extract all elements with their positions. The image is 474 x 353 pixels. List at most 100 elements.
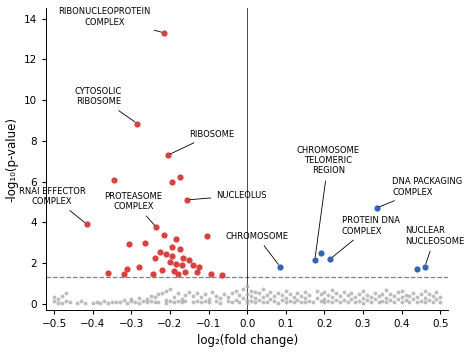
Point — [317, 291, 324, 297]
X-axis label: log₂(fold change): log₂(fold change) — [197, 334, 298, 347]
Point — [176, 175, 183, 180]
Point — [336, 293, 344, 299]
Point — [50, 299, 58, 304]
Point — [429, 293, 437, 299]
Point — [317, 299, 324, 304]
Point — [120, 297, 128, 303]
Point — [417, 291, 425, 297]
Point — [255, 297, 263, 303]
Point — [220, 291, 228, 297]
Point — [278, 292, 286, 298]
Point — [433, 297, 440, 302]
Point — [135, 300, 143, 306]
Point — [151, 294, 158, 300]
Point — [209, 289, 216, 294]
Point — [332, 297, 340, 303]
Point — [164, 152, 172, 158]
Text: PROTEIN DNA
COMPLEX: PROTEIN DNA COMPLEX — [332, 216, 400, 257]
Point — [124, 300, 131, 306]
Point — [189, 293, 197, 299]
Point — [301, 289, 309, 294]
Point — [305, 292, 313, 298]
Point — [274, 300, 282, 306]
Point — [321, 289, 328, 295]
Point — [170, 299, 178, 305]
Point — [201, 291, 209, 297]
Point — [421, 288, 428, 293]
Point — [321, 299, 328, 305]
Point — [317, 250, 324, 256]
Point — [255, 290, 263, 295]
Point — [406, 293, 413, 299]
Point — [413, 294, 421, 299]
Point — [54, 300, 62, 306]
Point — [201, 299, 209, 304]
Point — [305, 298, 313, 304]
Point — [50, 294, 58, 299]
Point — [356, 298, 363, 304]
Point — [174, 290, 182, 295]
Point — [77, 299, 85, 304]
Point — [112, 299, 120, 305]
Point — [352, 299, 359, 305]
Point — [266, 297, 274, 302]
Point — [251, 295, 259, 300]
Point — [158, 267, 166, 273]
Point — [162, 297, 170, 303]
Point — [309, 299, 317, 305]
Point — [278, 297, 286, 303]
Point — [193, 290, 201, 295]
Point — [182, 298, 189, 304]
Point — [344, 292, 351, 298]
Point — [244, 297, 251, 303]
Point — [344, 299, 351, 305]
Point — [100, 298, 108, 304]
Point — [373, 205, 381, 211]
Point — [135, 265, 143, 270]
Point — [162, 251, 170, 257]
Point — [352, 294, 359, 299]
Point — [172, 261, 180, 267]
Point — [182, 269, 189, 274]
Point — [290, 299, 297, 305]
Point — [62, 290, 70, 295]
Point — [259, 294, 266, 299]
Point — [54, 297, 62, 302]
Point — [379, 291, 386, 297]
Point — [93, 299, 100, 305]
Point — [212, 298, 220, 304]
Text: PROTEASOME
COMPLEX: PROTEASOME COMPLEX — [104, 192, 162, 225]
Point — [293, 290, 301, 295]
Point — [120, 271, 128, 276]
Point — [247, 299, 255, 304]
Point — [325, 298, 332, 304]
Point — [58, 300, 65, 306]
Point — [437, 299, 444, 305]
Point — [348, 296, 356, 301]
Point — [239, 295, 247, 300]
Point — [371, 297, 378, 302]
Point — [386, 297, 394, 303]
Point — [197, 294, 205, 299]
Point — [160, 30, 168, 36]
Point — [58, 293, 65, 298]
Point — [153, 225, 160, 230]
Point — [367, 299, 374, 305]
Point — [244, 291, 251, 297]
Point — [282, 288, 290, 293]
Point — [168, 244, 176, 250]
Y-axis label: -log₁₀(p-value): -log₁₀(p-value) — [6, 116, 18, 202]
Point — [160, 232, 168, 237]
Point — [398, 299, 405, 305]
Point — [128, 297, 135, 302]
Point — [402, 292, 410, 298]
Point — [413, 299, 421, 305]
Point — [383, 295, 390, 300]
Point — [104, 300, 112, 306]
Text: RIBONUCLEOPROTEIN
COMPLEX: RIBONUCLEOPROTEIN COMPLEX — [58, 7, 162, 32]
Point — [311, 257, 319, 263]
Point — [359, 300, 367, 306]
Text: NUCLEOLUS: NUCLEOLUS — [190, 191, 267, 200]
Point — [271, 299, 278, 304]
Point — [168, 179, 176, 184]
